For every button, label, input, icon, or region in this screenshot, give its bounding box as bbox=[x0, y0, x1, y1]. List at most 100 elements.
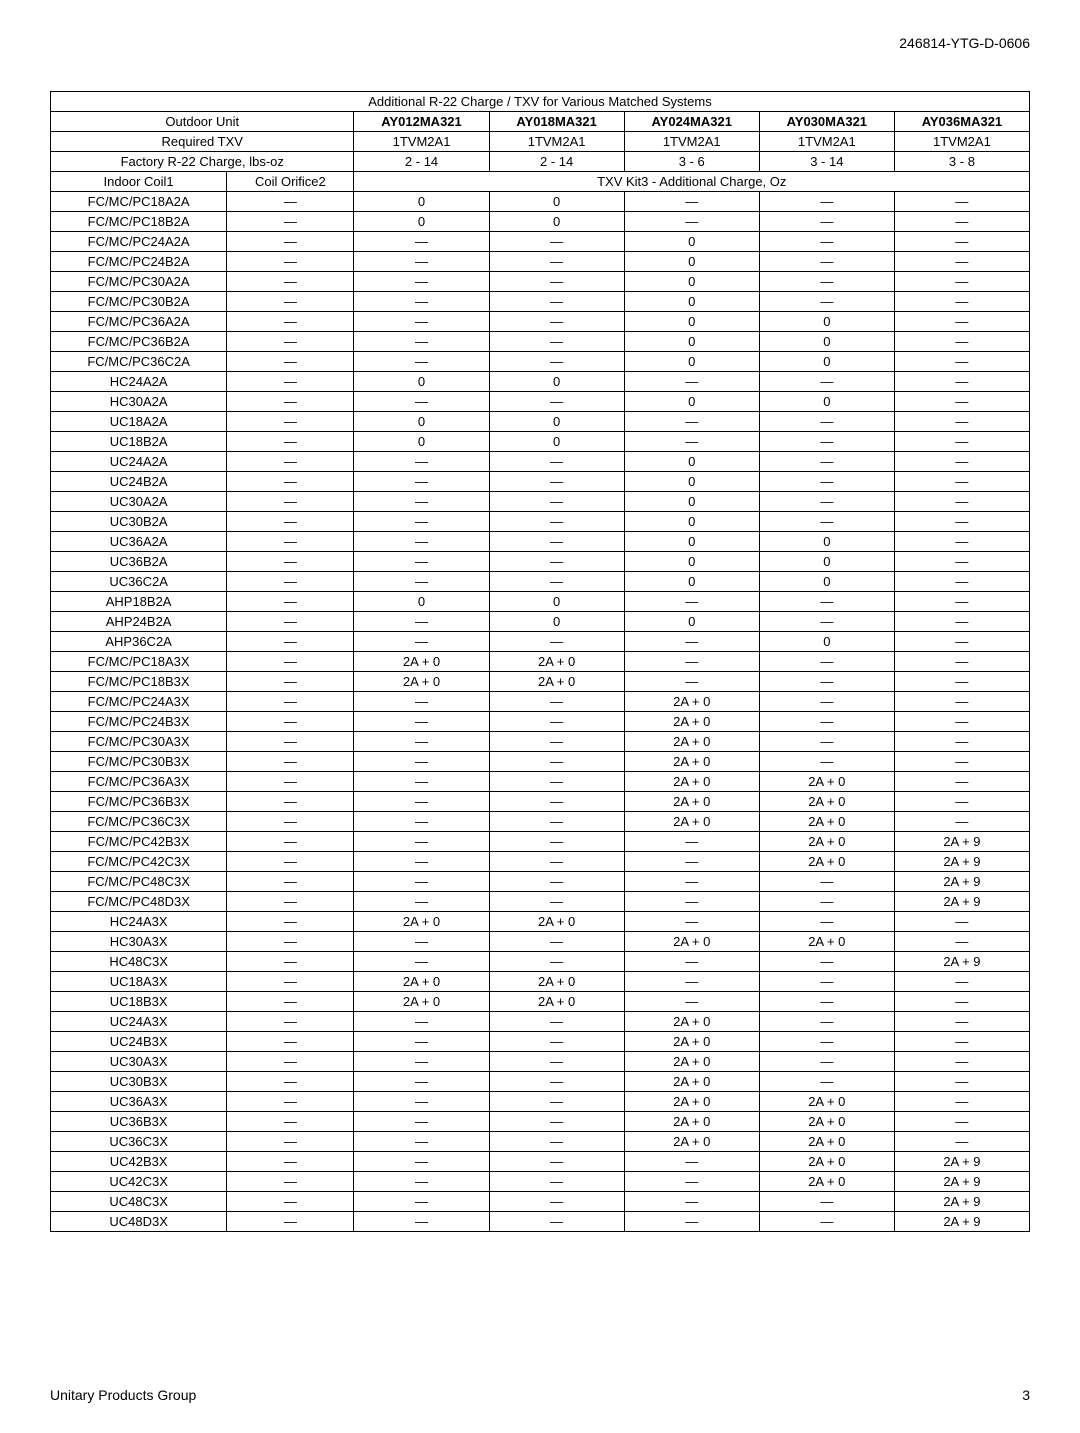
coil-orifice-cell: — bbox=[227, 752, 354, 772]
charge-cell: — bbox=[489, 392, 624, 412]
header-cell: 2 - 14 bbox=[354, 152, 489, 172]
charge-cell: — bbox=[489, 512, 624, 532]
charge-cell: 0 bbox=[489, 432, 624, 452]
header-cell: AY018MA321 bbox=[489, 112, 624, 132]
charge-cell: — bbox=[354, 1052, 489, 1072]
charge-cell: — bbox=[894, 312, 1029, 332]
charge-cell: — bbox=[354, 1032, 489, 1052]
charge-cell: 0 bbox=[759, 352, 894, 372]
coil-orifice-cell: — bbox=[227, 292, 354, 312]
charge-cell: — bbox=[624, 872, 759, 892]
charge-cell: — bbox=[624, 412, 759, 432]
indoor-coil-cell: AHP36C2A bbox=[51, 632, 227, 652]
indoor-coil-cell: HC30A2A bbox=[51, 392, 227, 412]
coil-orifice-cell: — bbox=[227, 1152, 354, 1172]
charge-cell: — bbox=[759, 272, 894, 292]
charge-cell: 0 bbox=[354, 372, 489, 392]
indoor-coil-cell: UC18B2A bbox=[51, 432, 227, 452]
coil-orifice-cell: — bbox=[227, 332, 354, 352]
coil-orifice-cell: — bbox=[227, 832, 354, 852]
coil-orifice-cell: — bbox=[227, 512, 354, 532]
charge-cell: — bbox=[489, 852, 624, 872]
coil-orifice-cell: — bbox=[227, 492, 354, 512]
coil-orifice-cell: — bbox=[227, 852, 354, 872]
charge-cell: — bbox=[489, 1092, 624, 1112]
charge-cell: 0 bbox=[759, 632, 894, 652]
charge-cell: 2A + 0 bbox=[759, 1092, 894, 1112]
charge-cell: 2A + 0 bbox=[759, 932, 894, 952]
header-cell: 2 - 14 bbox=[489, 152, 624, 172]
indoor-coil-cell: UC36A3X bbox=[51, 1092, 227, 1112]
header-cell: AY024MA321 bbox=[624, 112, 759, 132]
table-row: FC/MC/PC36B2A———00— bbox=[51, 332, 1030, 352]
indoor-coil-cell: FC/MC/PC36B2A bbox=[51, 332, 227, 352]
charge-cell: — bbox=[759, 992, 894, 1012]
coil-orifice-cell: — bbox=[227, 392, 354, 412]
coil-orifice-cell: — bbox=[227, 372, 354, 392]
charge-cell: — bbox=[894, 652, 1029, 672]
coil-orifice-header: Coil Orifice2 bbox=[227, 172, 354, 192]
coil-orifice-cell: — bbox=[227, 792, 354, 812]
charge-cell: — bbox=[759, 432, 894, 452]
charge-cell: — bbox=[624, 1192, 759, 1212]
charge-cell: — bbox=[894, 472, 1029, 492]
charge-cell: — bbox=[489, 452, 624, 472]
indoor-coil-cell: FC/MC/PC42C3X bbox=[51, 852, 227, 872]
indoor-coil-cell: FC/MC/PC30B3X bbox=[51, 752, 227, 772]
coil-orifice-cell: — bbox=[227, 1172, 354, 1192]
charge-cell: — bbox=[354, 1192, 489, 1212]
indoor-coil-cell: UC36B2A bbox=[51, 552, 227, 572]
charge-cell: 2A + 9 bbox=[894, 852, 1029, 872]
charge-cell: — bbox=[894, 352, 1029, 372]
charge-cell: 2A + 9 bbox=[894, 952, 1029, 972]
charge-cell: — bbox=[489, 532, 624, 552]
charge-cell: 2A + 0 bbox=[489, 992, 624, 1012]
charge-cell: 2A + 0 bbox=[624, 712, 759, 732]
table-row: FC/MC/PC24A3X———2A + 0—— bbox=[51, 692, 1030, 712]
charge-cell: — bbox=[489, 552, 624, 572]
group-header: Indoor Coil1 Coil Orifice2 TXV Kit3 - Ad… bbox=[51, 172, 1030, 192]
charge-cell: — bbox=[489, 1112, 624, 1132]
indoor-coil-cell: HC24A2A bbox=[51, 372, 227, 392]
charge-cell: — bbox=[489, 1072, 624, 1092]
indoor-coil-cell: UC24B3X bbox=[51, 1032, 227, 1052]
charge-cell: — bbox=[489, 572, 624, 592]
charge-cell: — bbox=[354, 812, 489, 832]
charge-cell: 2A + 0 bbox=[354, 912, 489, 932]
charge-cell: — bbox=[489, 1212, 624, 1232]
indoor-coil-cell: FC/MC/PC24B2A bbox=[51, 252, 227, 272]
charge-cell: — bbox=[354, 612, 489, 632]
charge-cell: — bbox=[894, 1052, 1029, 1072]
table-row: FC/MC/PC30B3X———2A + 0—— bbox=[51, 752, 1030, 772]
charge-cell: 0 bbox=[624, 352, 759, 372]
charge-cell: — bbox=[894, 372, 1029, 392]
table-title: Additional R-22 Charge / TXV for Various… bbox=[51, 92, 1030, 112]
table-row: UC42C3X————2A + 02A + 9 bbox=[51, 1172, 1030, 1192]
indoor-coil-cell: FC/MC/PC30A2A bbox=[51, 272, 227, 292]
charge-cell: — bbox=[489, 892, 624, 912]
charge-cell: — bbox=[624, 1172, 759, 1192]
table-row: UC18B2A—00——— bbox=[51, 432, 1030, 452]
charge-cell: — bbox=[759, 912, 894, 932]
table-row: UC30B2A———0—— bbox=[51, 512, 1030, 532]
coil-orifice-cell: — bbox=[227, 472, 354, 492]
charge-cell: — bbox=[489, 492, 624, 512]
charge-cell: — bbox=[894, 432, 1029, 452]
charge-cell: 0 bbox=[354, 412, 489, 432]
charge-cell: — bbox=[894, 532, 1029, 552]
charge-cell: — bbox=[354, 312, 489, 332]
charge-cell: 2A + 0 bbox=[759, 1172, 894, 1192]
header-label: Factory R-22 Charge, lbs-oz bbox=[51, 152, 354, 172]
charge-cell: 0 bbox=[624, 532, 759, 552]
charge-cell: — bbox=[894, 772, 1029, 792]
charge-cell: — bbox=[489, 352, 624, 372]
charge-cell: — bbox=[894, 812, 1029, 832]
charge-cell: — bbox=[624, 1152, 759, 1172]
charge-cell: — bbox=[759, 732, 894, 752]
coil-orifice-cell: — bbox=[227, 1052, 354, 1072]
indoor-coil-cell: UC48D3X bbox=[51, 1212, 227, 1232]
charge-cell: 2A + 0 bbox=[489, 672, 624, 692]
header-label: Required TXV bbox=[51, 132, 354, 152]
charge-cell: 2A + 0 bbox=[624, 1112, 759, 1132]
table-row: UC48D3X—————2A + 9 bbox=[51, 1212, 1030, 1232]
